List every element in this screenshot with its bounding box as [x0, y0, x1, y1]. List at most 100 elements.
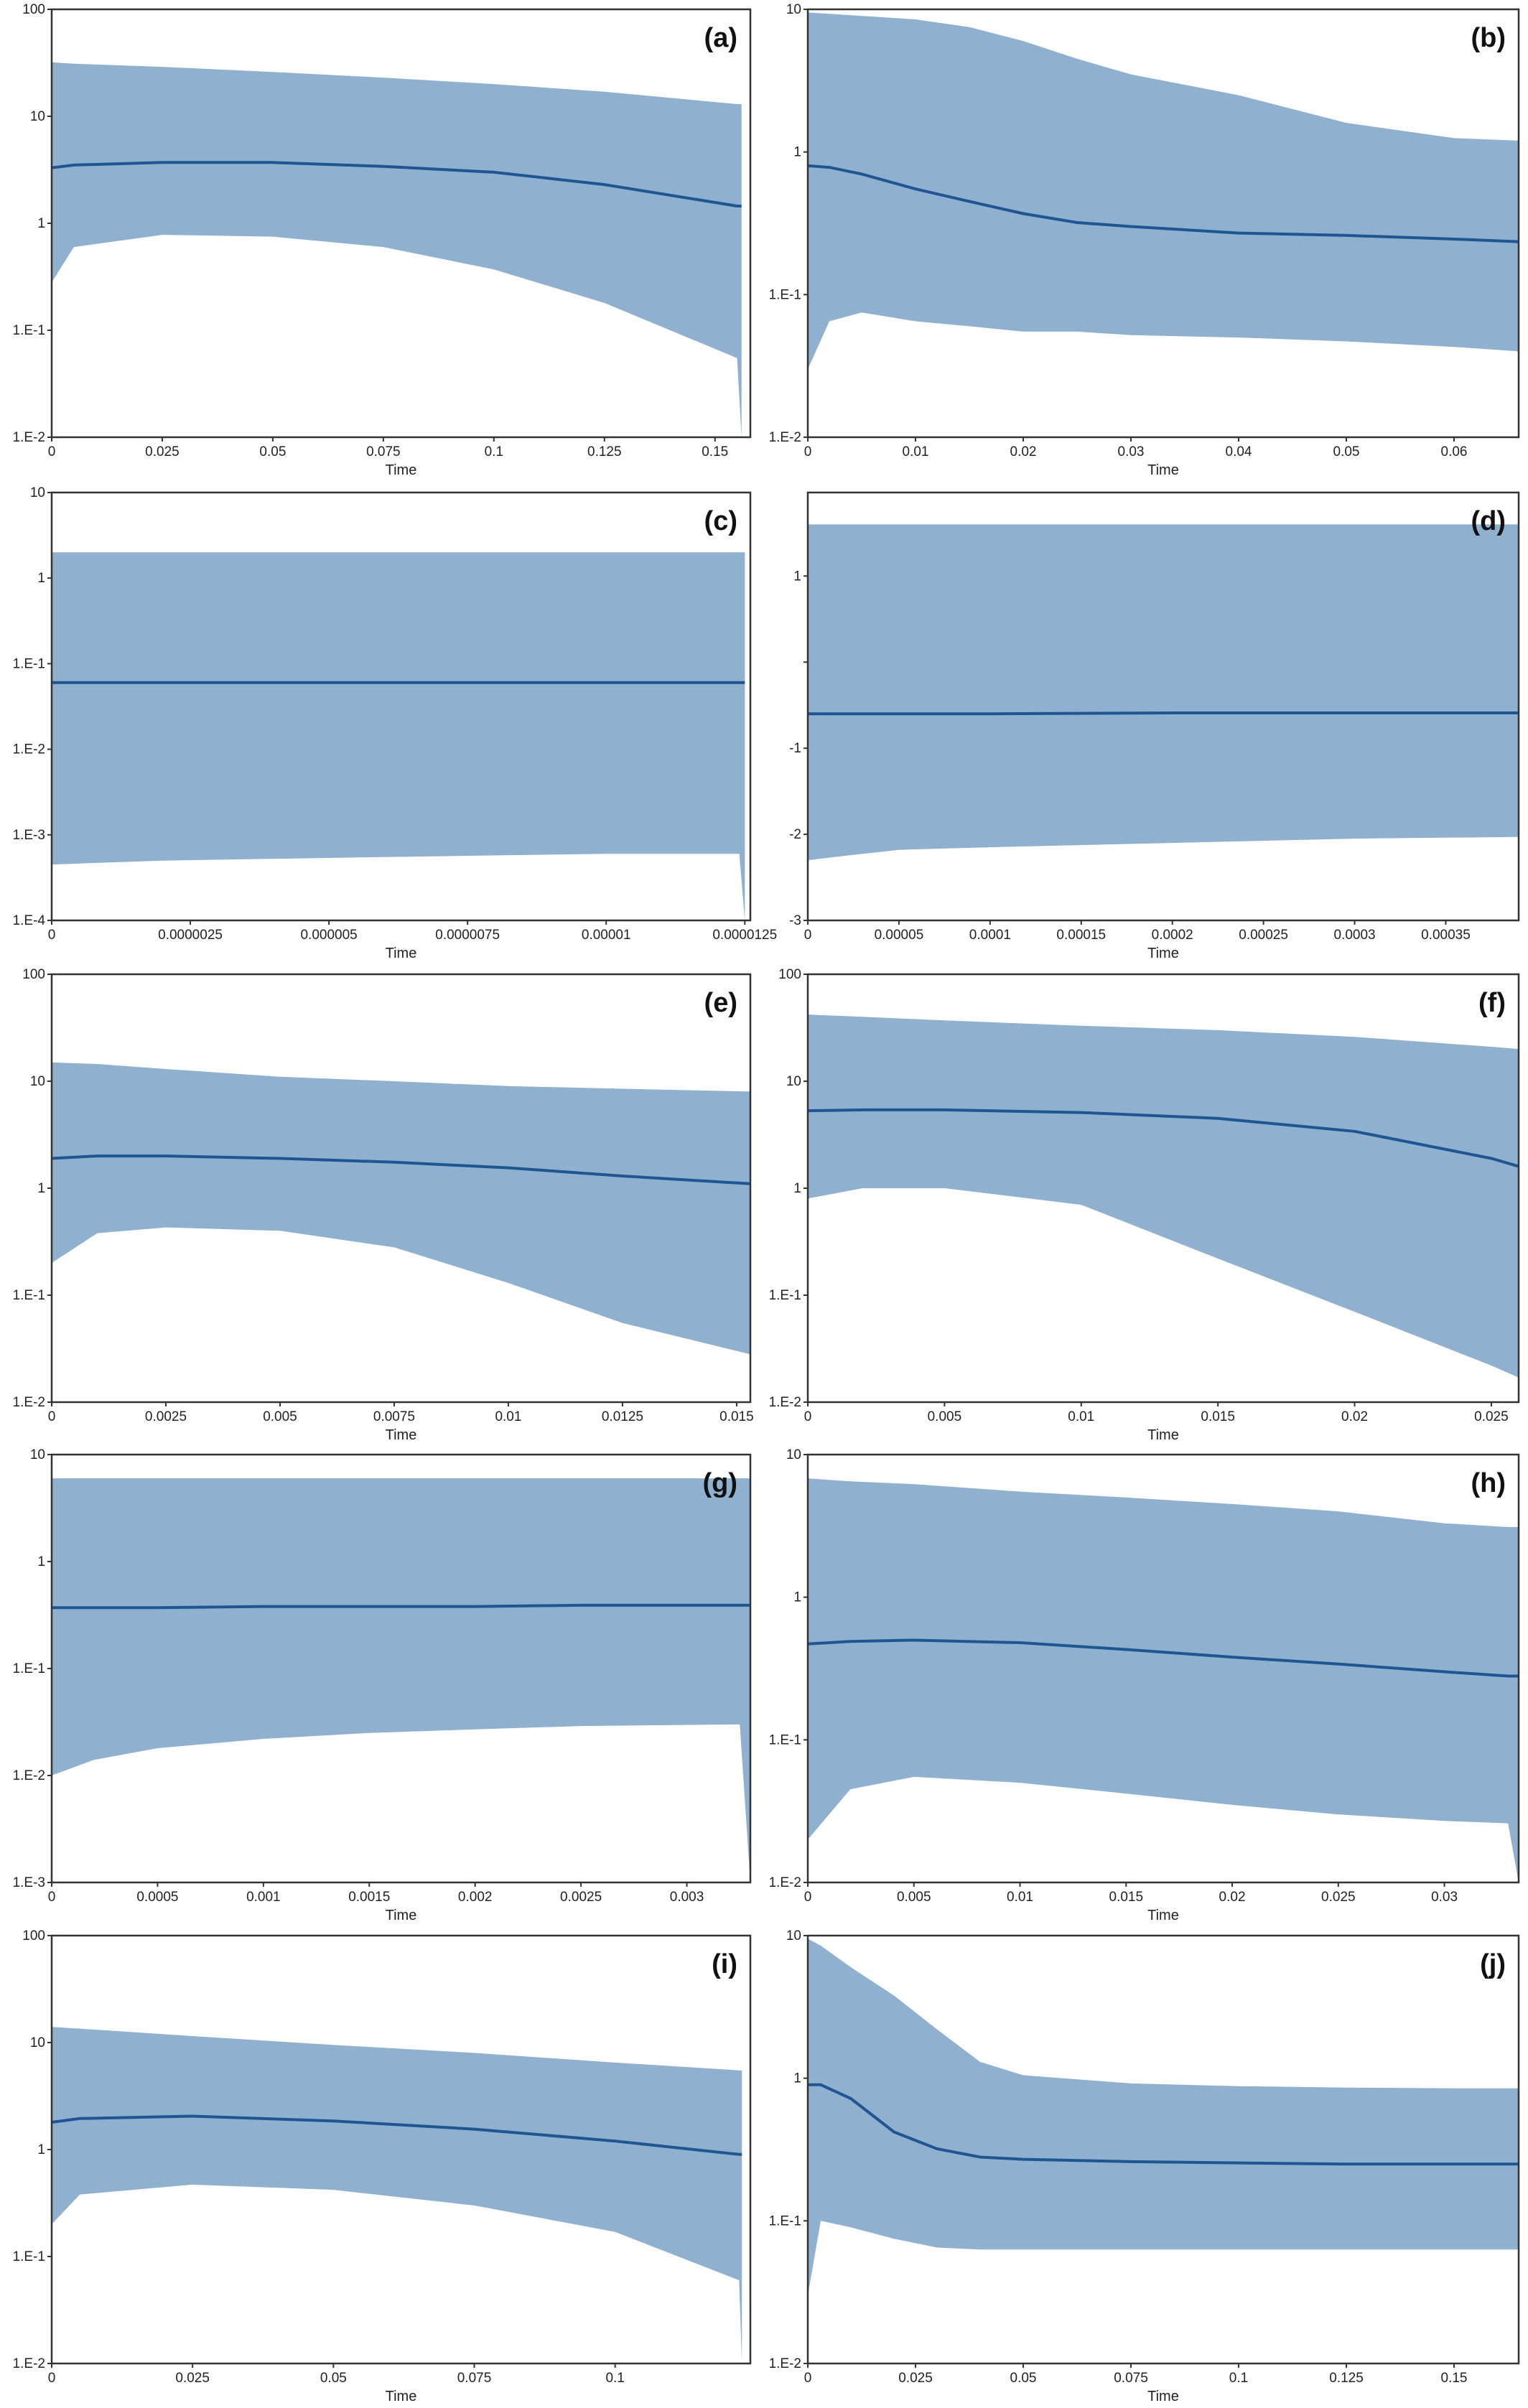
- plot-frame: [806, 1934, 1520, 2365]
- y-tick-label: 100: [22, 1928, 45, 1943]
- x-tick-label: 0.05: [1010, 2371, 1037, 2386]
- x-tick-label: 0.03: [1118, 444, 1145, 459]
- y-tick-label: 1.E-2: [769, 1395, 801, 1410]
- x-tick-label: 0.0001: [969, 928, 1011, 943]
- median-line: [808, 711, 1519, 716]
- median-line: [52, 1603, 750, 1610]
- y-tick-label: 100: [778, 967, 801, 982]
- x-axis-label: Time: [386, 462, 417, 478]
- plot-frame: [806, 8, 1520, 439]
- x-tick-label: 0.0025: [560, 1890, 602, 1905]
- y-tick-label: 1: [793, 2071, 801, 2086]
- y-tick-label: 1: [37, 571, 45, 586]
- y-tick-label: 1: [793, 145, 801, 160]
- y-tick-label: 1: [37, 216, 45, 231]
- hpd-band: [808, 524, 1519, 861]
- plot-frame: [806, 491, 1520, 922]
- x-tick-label: 0.0075: [373, 1409, 415, 1424]
- y-tick-label: 1.E-2: [13, 742, 45, 757]
- y-tick-label: 1.E-1: [769, 287, 801, 302]
- x-tick-label: 0.0003: [1333, 928, 1375, 943]
- panel-label: (a): [704, 23, 737, 53]
- x-tick-label: 0.0002: [1152, 928, 1193, 943]
- y-tick-label: 1.E-1: [13, 323, 45, 338]
- x-tick-label: 0: [804, 1409, 812, 1424]
- x-tick-label: 0.003: [670, 1890, 704, 1905]
- panel-label: (h): [1471, 1468, 1506, 1498]
- hpd-band: [52, 1062, 750, 1355]
- y-tick-label: 1.E-2: [769, 2356, 801, 2371]
- panel-label: (c): [704, 506, 737, 536]
- x-tick-label: 0.01: [495, 1409, 521, 1424]
- y-tick-label: 1.E-3: [13, 828, 45, 843]
- x-tick-label: 0.0005: [136, 1890, 178, 1905]
- x-axis-label: Time: [386, 946, 417, 961]
- x-tick-label: 0.075: [457, 2371, 492, 2386]
- x-tick-label: 0.025: [175, 2371, 210, 2386]
- y-tick-label: 1.E-2: [13, 2356, 45, 2371]
- y-tick-label: 10: [30, 109, 45, 124]
- x-tick-label: 0: [48, 2371, 56, 2386]
- y-tick-label: 10: [30, 2035, 45, 2050]
- x-tick-label: 0.0025: [145, 1409, 187, 1424]
- hpd-band: [808, 1478, 1519, 1882]
- y-tick-label: 1: [37, 1554, 45, 1569]
- y-tick-label: 1.E-1: [13, 656, 45, 671]
- x-tick-label: 0.015: [1201, 1409, 1235, 1424]
- chart-panel-c: 1.E-4 1.E-3 1.E-2 1.E-1 1 10 0 0.0000025 0.00000…: [13, 485, 778, 961]
- x-tick-label: 0: [804, 1890, 812, 1905]
- x-tick-label: 0.002: [458, 1890, 493, 1905]
- x-tick-label: 0.0000125: [712, 928, 777, 943]
- y-tick-label: 10: [786, 2, 801, 17]
- chart-panel-a: 1.E-2 1.E-1 1 10 100 0 0.025 0.05 0.075 0.1 0.125 0…: [13, 2, 752, 478]
- chart-panel-d: -3 -2 -1 1 0 0.00005 0.0001 0.00015 0.0002 0.0002…: [789, 491, 1520, 961]
- panel-label: (i): [712, 1949, 737, 1979]
- y-tick-label: 10: [786, 1928, 801, 1943]
- x-tick-label: 0.1: [1229, 2371, 1248, 2386]
- x-tick-label: 0.06: [1441, 444, 1468, 459]
- y-tick-label: 1.E-3: [13, 1875, 45, 1890]
- median-line: [51, 161, 742, 207]
- x-tick-label: 0: [804, 2371, 812, 2386]
- x-tick-label: 0.05: [259, 444, 286, 459]
- x-tick-label: 0.005: [897, 1890, 931, 1905]
- panel-label: (d): [1471, 506, 1506, 536]
- y-tick-label: -2: [789, 827, 801, 842]
- x-tick-label: 0.00001: [582, 928, 631, 943]
- chart-panel-h: 1.E-2 1.E-1 1 10 0 0.005 0.01 0.015 0.02 0.025 0.0…: [769, 1447, 1520, 1923]
- panel-label: (f): [1478, 988, 1506, 1018]
- chart-panel-f: 1.E-2 1.E-1 1 10 100 0 0.005 0.01 0.015 0.02 0.025…: [769, 967, 1520, 1443]
- x-axis-label: Time: [386, 2389, 417, 2404]
- x-tick-label: 0: [48, 928, 56, 943]
- x-tick-label: 0: [48, 1890, 56, 1905]
- y-tick-label: 1.E-2: [769, 1875, 801, 1890]
- x-axis-label: Time: [1147, 2389, 1179, 2404]
- x-tick-label: 0.0000075: [435, 928, 500, 943]
- y-tick-label: 1.E-2: [13, 430, 45, 445]
- hpd-band: [808, 1014, 1519, 1378]
- x-tick-label: 0.0125: [602, 1409, 643, 1424]
- median-line: [808, 2083, 1519, 2166]
- chart-panel-g: 1.E-3 1.E-2 1.E-1 1 10 0 0.0005 0.001 0.0015 0.00…: [13, 1447, 752, 1923]
- x-tick-label: 0.025: [1321, 1890, 1356, 1905]
- y-tick-label: 1.E-1: [769, 1288, 801, 1303]
- x-tick-label: 0.0000025: [158, 928, 223, 943]
- y-tick-label: 100: [22, 2, 45, 17]
- x-tick-label: 0: [48, 1409, 56, 1424]
- x-tick-label: 0.075: [366, 444, 401, 459]
- x-tick-label: 0.1: [605, 2371, 624, 2386]
- x-tick-label: 0: [804, 444, 812, 459]
- y-tick-label: 1: [37, 2142, 45, 2157]
- y-tick-label: 1.E-1: [769, 1732, 801, 1747]
- y-tick-label: -3: [789, 913, 801, 928]
- panel-label: (e): [704, 988, 737, 1018]
- x-axis-label: Time: [1147, 1427, 1179, 1443]
- y-tick-label: 1: [793, 1590, 801, 1605]
- x-tick-label: 0.0015: [348, 1890, 390, 1905]
- chart-panel-b: 1.E-2 1.E-1 1 10 0 0.01 0.02 0.03 0.04 0.05 0.06 Ti…: [769, 2, 1520, 478]
- panel-label: (g): [702, 1468, 737, 1498]
- x-axis-label: Time: [1147, 946, 1179, 961]
- x-tick-label: 0.005: [263, 1409, 297, 1424]
- x-tick-label: 0.01: [1007, 1890, 1033, 1905]
- y-tick-label: 1: [37, 1181, 45, 1196]
